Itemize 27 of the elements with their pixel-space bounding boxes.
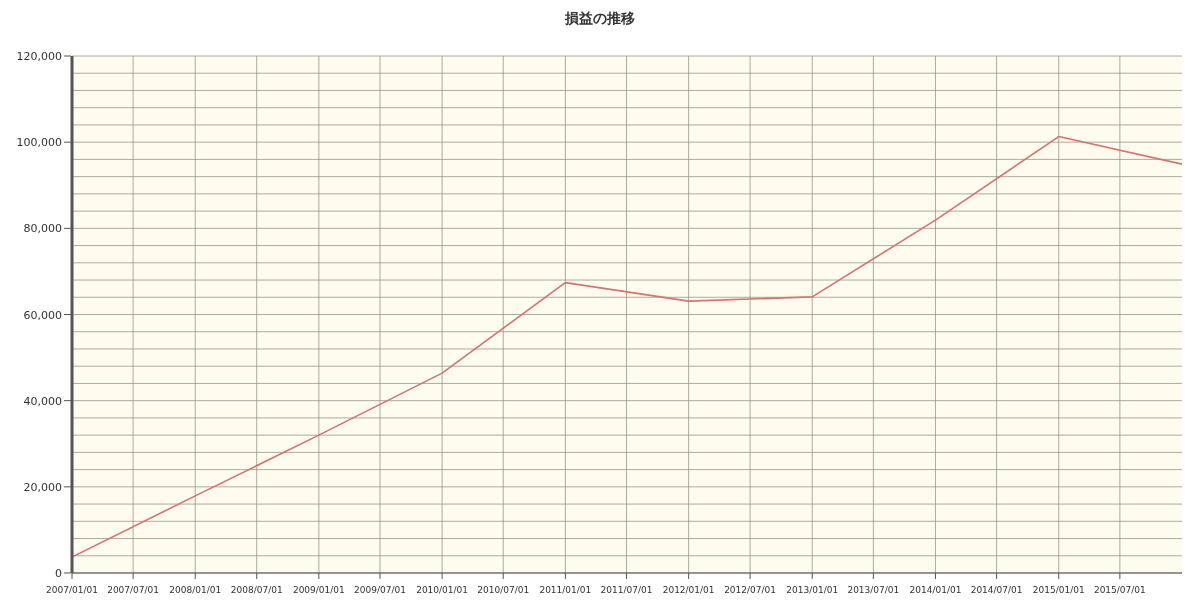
y-tick-label: 40,000 <box>23 394 62 408</box>
x-tick-label: 2008/01/01 <box>169 585 222 595</box>
y-tick-label: 100,000 <box>16 136 62 150</box>
y-tick-label: 0 <box>55 567 62 580</box>
x-tick-label: 2015/07/01 <box>1093 585 1146 595</box>
x-tick-label: 2013/01/01 <box>786 585 839 595</box>
line-series <box>72 135 1182 558</box>
x-tick-label: 2014/07/01 <box>970 585 1023 595</box>
x-tick-label: 2013/07/01 <box>847 585 900 595</box>
x-tick-label: 2007/07/01 <box>107 585 160 595</box>
x-tick-label: 2012/01/01 <box>662 585 715 595</box>
x-tick-label: 2010/07/01 <box>477 585 530 595</box>
x-tick-label: 2009/07/01 <box>354 585 406 595</box>
x-tick-label: 2015/01/01 <box>1032 585 1085 595</box>
y-tick-label: 20,000 <box>23 480 62 494</box>
x-tick-label: 2010/01/01 <box>416 585 469 595</box>
x-tick-label: 2007/01/01 <box>46 585 98 595</box>
y-tick-label: 80,000 <box>23 222 62 236</box>
x-tick-label: 2014/01/01 <box>909 585 962 595</box>
y-tick-label: 60,000 <box>23 308 62 322</box>
x-tick-label: 2011/01/01 <box>539 585 592 595</box>
x-tick-label: 2008/07/01 <box>230 585 283 595</box>
x-tick-label: 2012/07/01 <box>724 585 777 595</box>
x-tick-label: 2011/07/01 <box>600 585 653 595</box>
chart-title: 損益の推移 <box>564 10 636 28</box>
x-tick-label: 2009/01/01 <box>292 585 345 595</box>
y-tick-label: 120,000 <box>16 50 62 63</box>
